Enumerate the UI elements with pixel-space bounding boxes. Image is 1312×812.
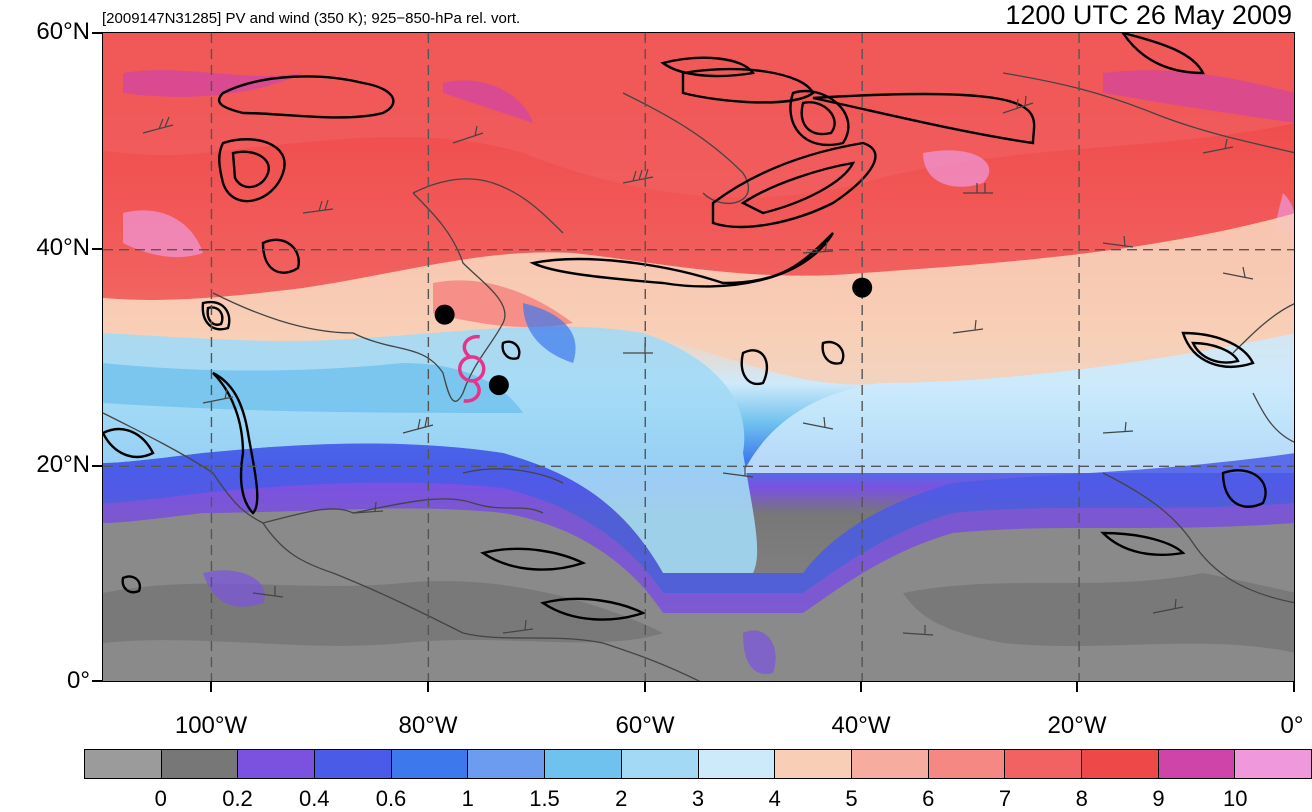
colorbar-label: 8: [1075, 786, 1088, 811]
colorbar-label: 10: [1223, 786, 1248, 811]
pv-moderate-band: [103, 213, 1294, 385]
lon-label-60w: 60°W: [615, 712, 675, 739]
vorticity-contours: [103, 33, 1267, 621]
colorbar-label: 1: [461, 786, 474, 811]
plot-valid-time: 1200 UTC 26 May 2009: [1005, 0, 1292, 30]
lon-label-0: 0°: [1280, 712, 1304, 739]
lon-label-80w: 80°W: [398, 712, 458, 739]
plot-title: [2009147N31285] PV and wind (350 K); 925…: [102, 10, 521, 27]
track-position-dot: [852, 277, 873, 298]
colorbar-label: 0: [154, 786, 167, 811]
colorbar-swatch: [1235, 750, 1311, 778]
colorbar-label: 0.4: [298, 786, 330, 811]
lat-label-60n: 60°N: [36, 18, 90, 45]
colorbar-swatch: [1081, 750, 1159, 778]
colorbar-label: 6: [922, 786, 935, 811]
colorbar-label: 3: [691, 786, 705, 811]
track-position-dot: [434, 304, 455, 325]
colorbar-swatch: [545, 750, 622, 778]
colorbar-swatch: [1158, 750, 1236, 778]
lat-tick: [92, 32, 102, 34]
colorbar-label: 5: [845, 786, 858, 811]
colorbar-label: 0.2: [222, 786, 253, 811]
colorbar-swatch: [928, 750, 1006, 778]
lon-tick: [860, 682, 862, 692]
lon-tick: [644, 682, 646, 692]
pv-map: [103, 33, 1294, 681]
pv-colorbar: [84, 749, 1312, 779]
colorbar-swatch: [775, 750, 852, 778]
colorbar-label: 7: [998, 786, 1012, 811]
colorbar-label: 4: [768, 786, 781, 811]
lon-label-40w: 40°W: [831, 712, 891, 739]
tropical-storm-icon: [457, 334, 486, 403]
lat-label-0: 0°: [67, 667, 90, 694]
lon-tick: [1293, 682, 1295, 692]
lat-label-40n: 40°N: [36, 234, 90, 261]
colorbar-swatch: [698, 750, 776, 778]
colorbar-label: 2: [615, 786, 628, 811]
lon-tick: [210, 682, 212, 692]
track-position-dot: [488, 375, 509, 396]
lat-tick: [92, 680, 102, 682]
pv-edge-band: [103, 443, 1294, 593]
lat-tick: [92, 248, 102, 250]
map-panel: [102, 32, 1295, 682]
colorbar-swatch: [1005, 750, 1082, 778]
colorbar-swatch: [161, 750, 239, 778]
graticule: [103, 33, 1294, 681]
lon-label-20w: 20°W: [1047, 712, 1107, 739]
colorbar-swatch: [85, 750, 162, 778]
lat-tick: [92, 465, 102, 467]
colorbar-swatch: [851, 750, 929, 778]
lat-label-20n: 20°N: [36, 451, 90, 478]
colorbar-swatch: [468, 750, 546, 778]
lon-tick: [1076, 682, 1078, 692]
coastlines: [103, 72, 1294, 681]
lon-tick: [427, 682, 429, 692]
colorbar-label: 0.6: [375, 786, 407, 811]
colorbar-swatch: [621, 750, 699, 778]
lon-label-100w: 100°W: [174, 712, 248, 739]
colorbar-label: 9: [1152, 786, 1165, 811]
track-markers: [434, 277, 873, 403]
colorbar-swatch: [238, 750, 316, 778]
colorbar-swatch: [315, 750, 392, 778]
colorbar-label: 1.5: [529, 786, 560, 811]
colorbar-swatch: [391, 750, 469, 778]
